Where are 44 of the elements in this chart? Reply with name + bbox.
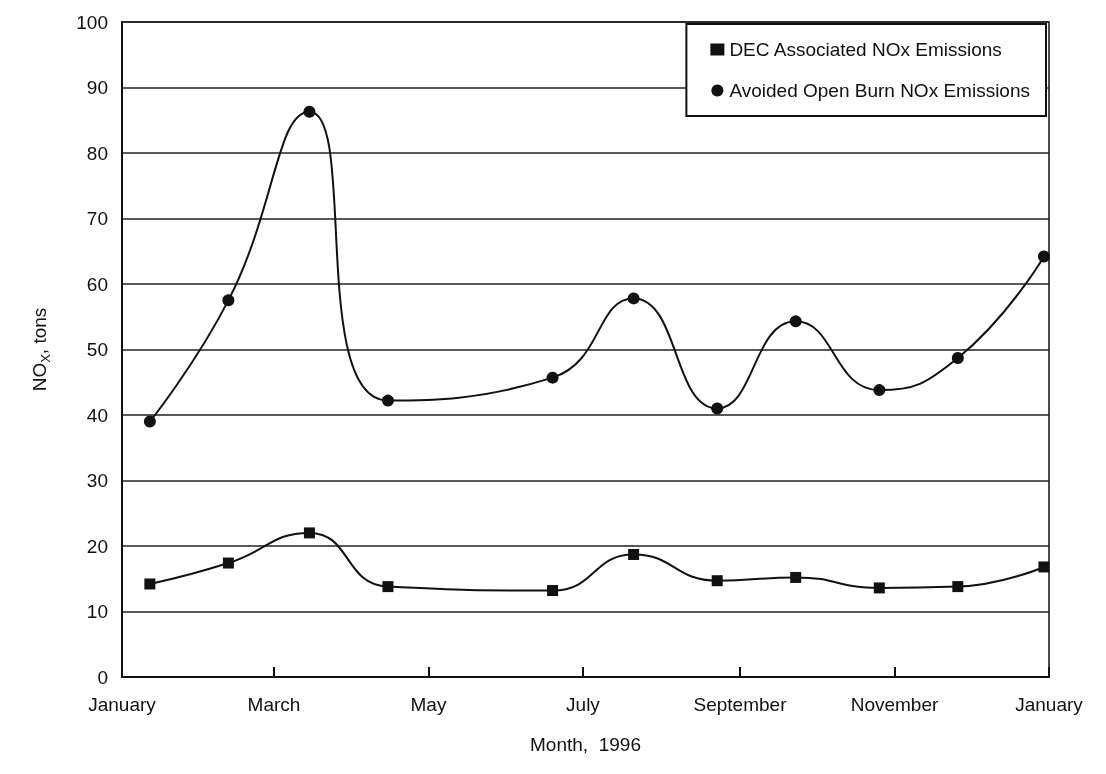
point (789, 315, 802, 328)
y-tick-label: 90 (86, 77, 108, 98)
point (144, 578, 156, 590)
point (381, 394, 394, 407)
x-tick-label: January (88, 694, 157, 715)
point (711, 575, 723, 587)
point (303, 527, 315, 539)
point (873, 384, 886, 397)
x-tick-label: July (566, 694, 601, 715)
x-tick-label: May (410, 694, 447, 715)
legend-label: Avoided Open Burn NOx Emissions (729, 80, 1030, 101)
point (952, 581, 964, 593)
y-tick-label: 20 (86, 535, 108, 557)
x-tick-label: March (247, 694, 301, 715)
point (711, 402, 724, 415)
point (546, 371, 559, 384)
point (951, 352, 964, 365)
point (382, 581, 394, 593)
point (628, 549, 640, 561)
point (1037, 250, 1050, 263)
x-tick-label: January (1015, 694, 1084, 715)
point (222, 557, 234, 569)
y-tick-label: 60 (86, 273, 108, 295)
y-tick-label: 0 (97, 666, 108, 688)
point (222, 294, 235, 307)
x-tick-label: November (850, 694, 939, 715)
point (627, 292, 640, 305)
point (873, 582, 885, 594)
point (303, 105, 316, 118)
x-axis-title: Month, 1996 (530, 734, 641, 755)
point (790, 571, 802, 583)
y-tick-label: 30 (86, 470, 108, 491)
point (143, 415, 156, 428)
y-tick-label: 80 (86, 142, 108, 164)
y-tick-label: 100 (76, 11, 108, 33)
y-tick-label: 70 (86, 208, 108, 229)
x-tick-label: September (693, 694, 788, 715)
legend-label: DEC Associated NOx Emissions (729, 39, 1002, 60)
y-tick-label: 50 (86, 339, 108, 360)
y-axis-title: NOX, tons (29, 307, 53, 392)
y-tick-label: 10 (86, 601, 108, 622)
y-tick-label: 40 (86, 404, 108, 426)
point (1038, 561, 1050, 573)
point (547, 585, 559, 597)
